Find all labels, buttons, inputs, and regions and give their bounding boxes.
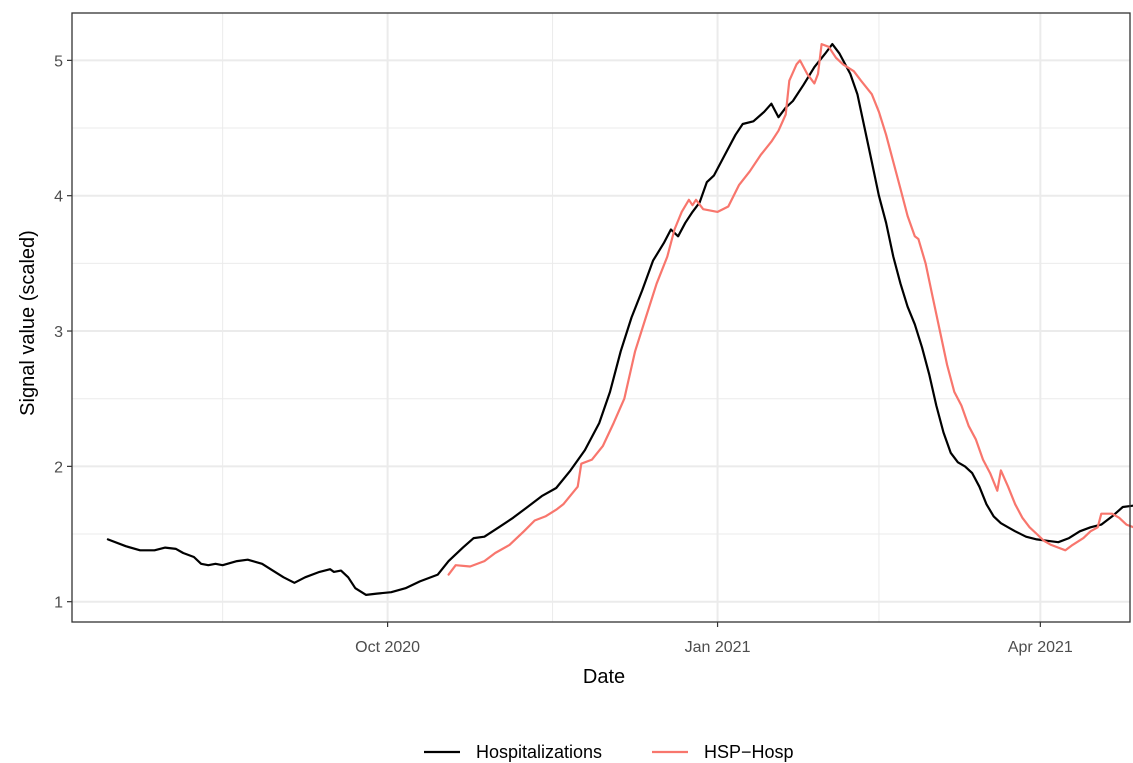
legend: Hospitalizations HSP−Hosp (424, 742, 794, 762)
plot-panel-border (71, 12, 1131, 623)
y-axis: 1 2 3 4 5 (54, 53, 72, 612)
x-tick-label: Jan 2021 (685, 639, 751, 656)
y-tick-label: 5 (54, 53, 63, 70)
series-lines (106, 43, 1133, 596)
legend-label-hsp-hosp: HSP−Hosp (704, 742, 794, 762)
x-axis-title: Date (583, 666, 625, 688)
x-tick-label: Apr 2021 (1008, 639, 1073, 656)
series-line-hsp-hosp (447, 43, 1133, 576)
y-tick-label: 1 (54, 595, 63, 612)
x-axis: Oct 2020 Jan 2021 Apr 2021 (355, 622, 1073, 656)
major-gridlines (72, 13, 1130, 622)
y-tick-label: 3 (54, 324, 63, 341)
series-line-hospitalizations (106, 43, 1133, 596)
y-axis-title: Signal value (scaled) (17, 230, 39, 416)
x-tick-label: Oct 2020 (355, 639, 420, 656)
y-tick-label: 2 (54, 459, 63, 476)
legend-label-hospitalizations: Hospitalizations (476, 742, 602, 762)
y-tick-label: 4 (54, 189, 63, 206)
